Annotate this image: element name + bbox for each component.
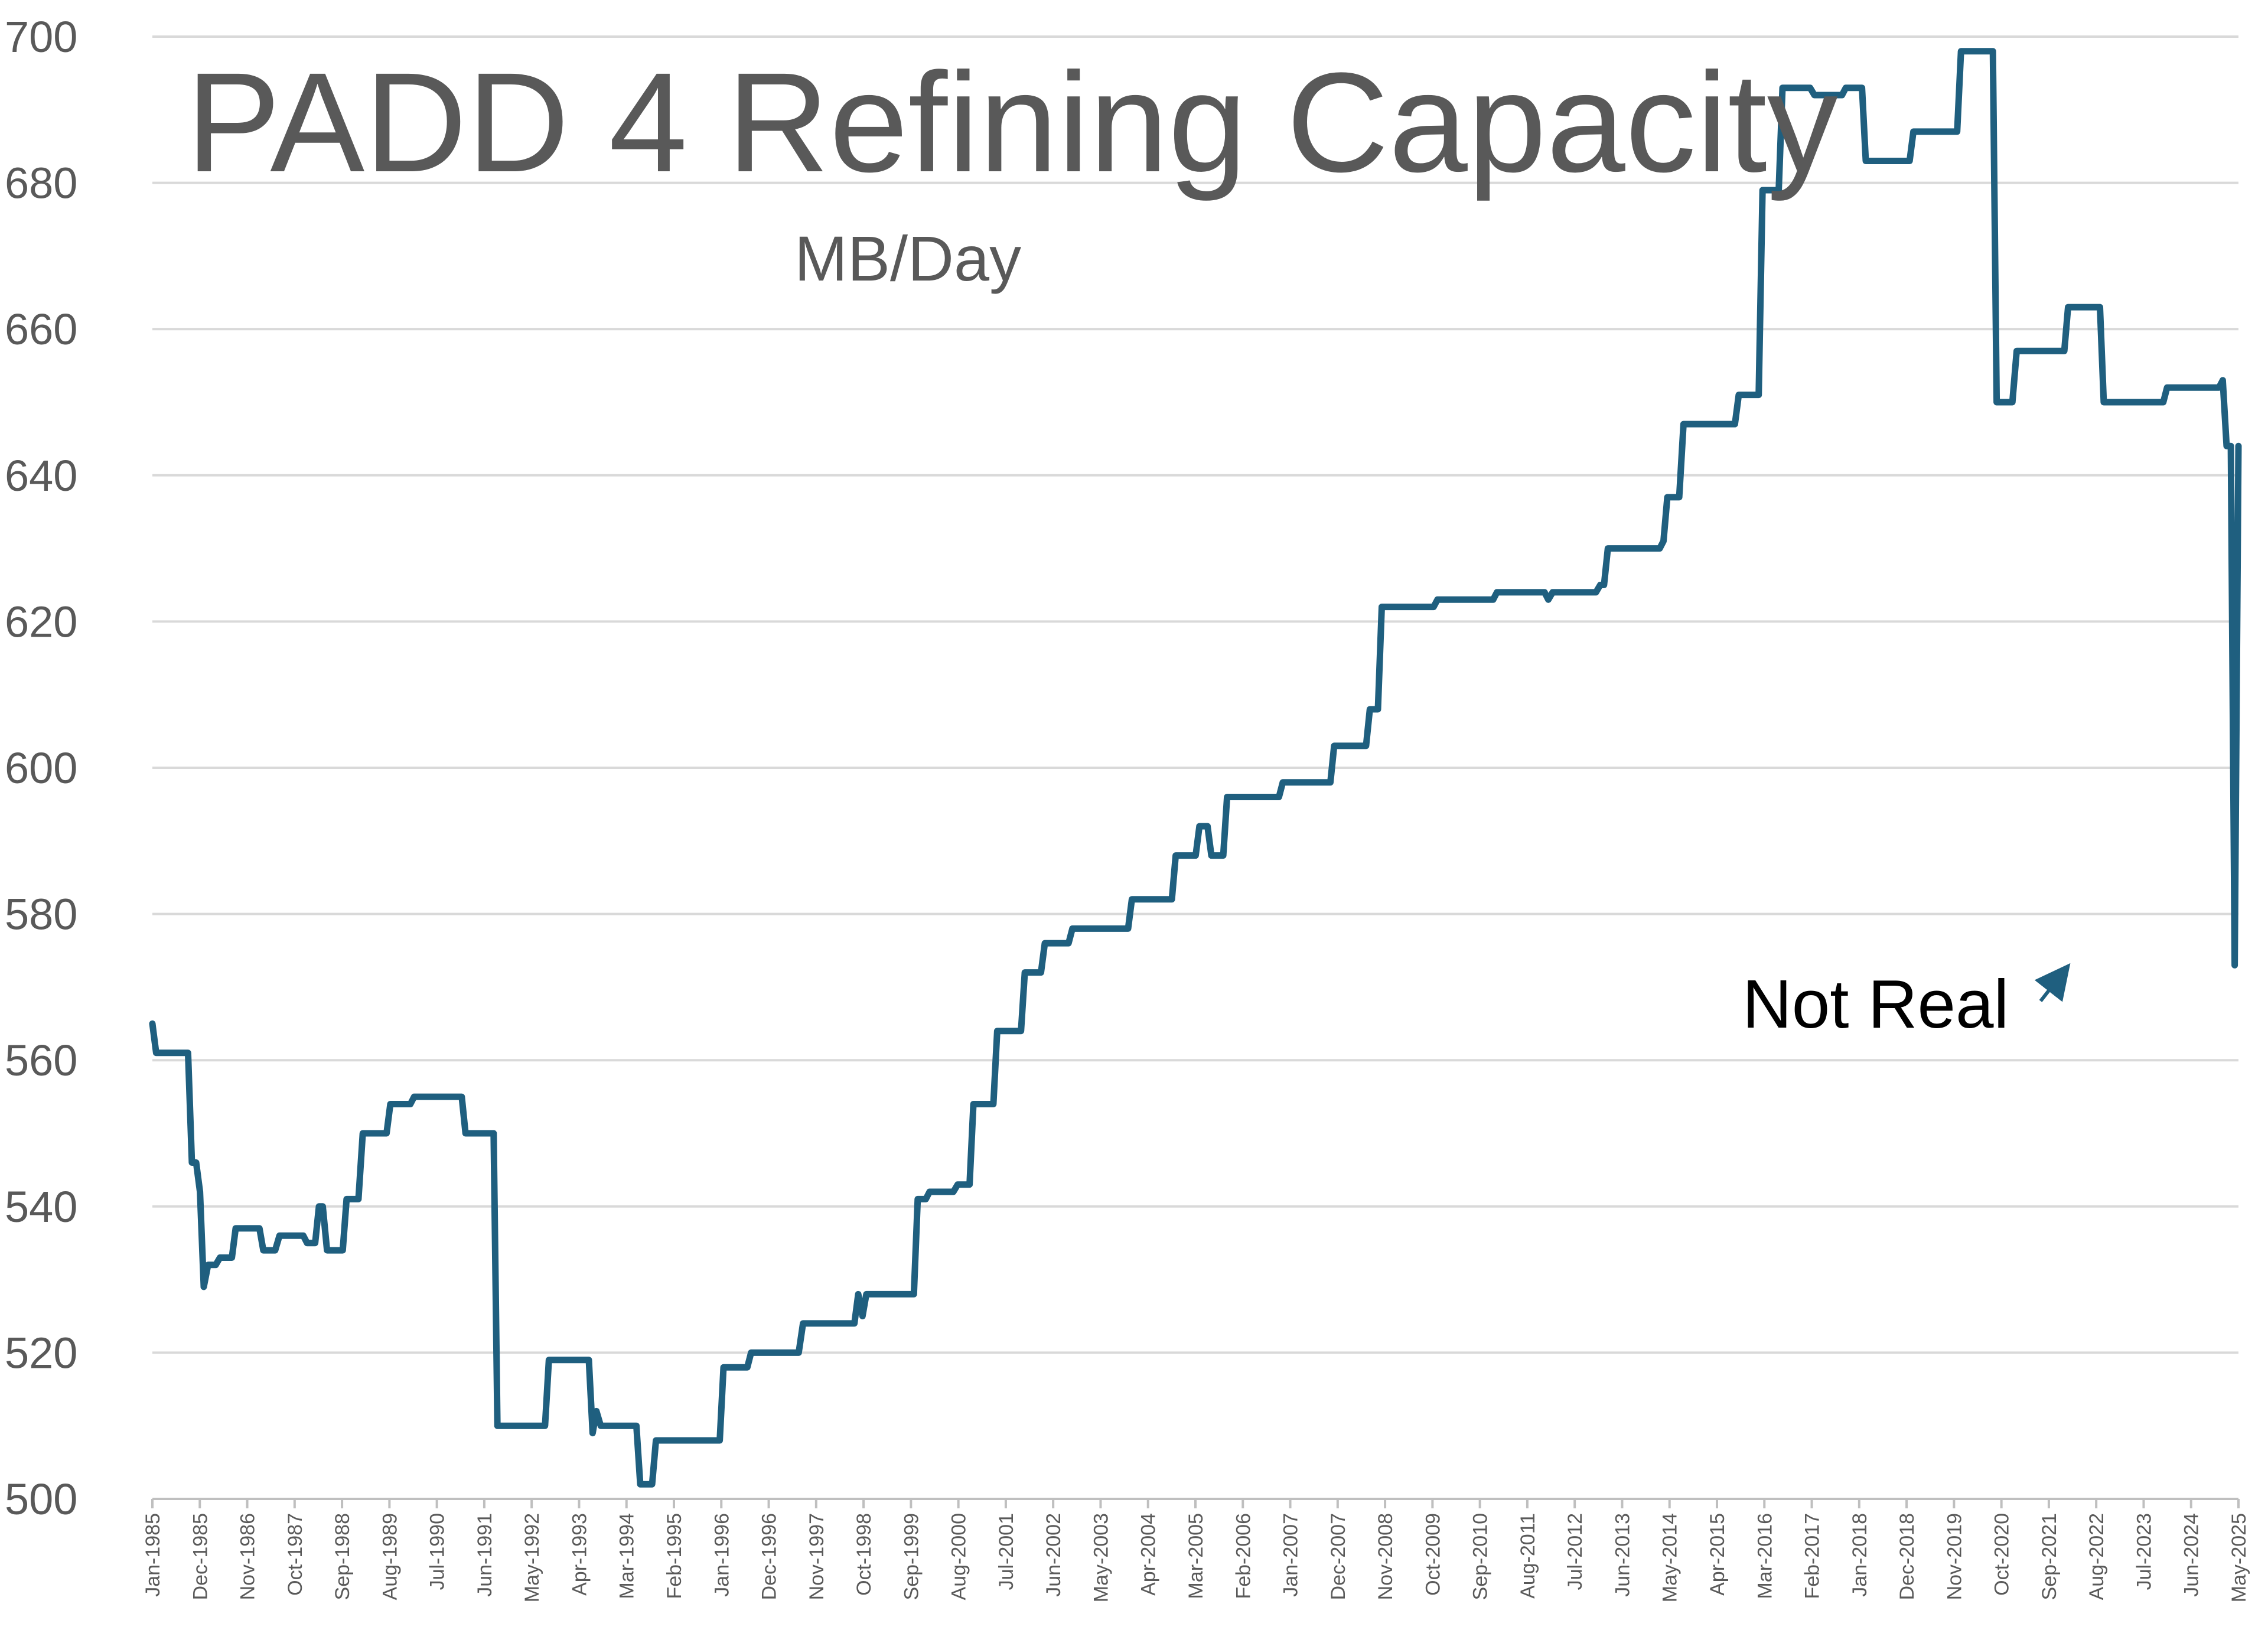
x-tick-label: Dec-1996 [758,1513,781,1600]
x-tick-label: Aug-2011 [1517,1513,1539,1599]
x-tick-label: Dec-2007 [1327,1513,1350,1600]
x-tick-label: Mar-2005 [1185,1513,1207,1599]
x-tick-label: Jan-2007 [1280,1513,1302,1597]
x-tick-label: Aug-2000 [948,1513,970,1600]
annotation-label: Not Real [1742,966,2009,1042]
x-tick-label: Feb-1995 [663,1513,686,1599]
y-tick-label: 520 [5,1328,77,1377]
x-tick-label: Nov-2008 [1374,1513,1397,1600]
x-tick-label: Nov-1997 [806,1513,828,1600]
x-tick-label: May-1992 [521,1513,543,1602]
x-tick-label: Jan-1996 [711,1513,733,1597]
x-tick-label: Jun-2013 [1611,1513,1634,1597]
x-tick-label: Nov-1986 [237,1513,259,1600]
annotation-arrow [2034,963,2071,1002]
x-tick-label: Sep-1999 [900,1513,923,1600]
x-tick-label: Apr-1993 [568,1513,591,1596]
gridlines [152,35,2238,1354]
x-tick-label: Feb-2006 [1232,1513,1254,1599]
x-tick-label: Oct-1998 [853,1513,875,1596]
x-tick-label: Aug-1989 [379,1513,401,1600]
x-tick-label: May-2003 [1090,1513,1112,1602]
x-tick-label: Sep-1988 [331,1513,354,1600]
chart-title: PADD 4 Refining Capacity [186,43,1838,201]
y-tick-label: 620 [5,597,77,646]
y-tick-label: 560 [5,1036,77,1085]
x-tick-label: Oct-2020 [1991,1513,2013,1596]
x-tick-label: Jul-2001 [995,1513,1018,1590]
y-tick-label: 680 [5,159,77,208]
x-tick-label: Jan-2018 [1849,1513,1871,1597]
series-layer [149,48,2242,1488]
x-tick-label: Jun-2002 [1042,1513,1065,1597]
x-tick-label: Nov-2019 [1943,1513,1966,1600]
y-tick-label: 700 [5,12,77,61]
x-tick-label: Mar-2016 [1754,1513,1776,1599]
y-tick-label: 540 [5,1182,77,1231]
x-tick-label: Sep-2010 [1469,1513,1492,1600]
x-tick-label: Jun-1991 [474,1513,496,1597]
x-tick-label: Apr-2004 [1138,1513,1160,1596]
series-line [149,48,2242,1488]
x-tick-label: Dec-1985 [189,1513,211,1600]
x-tick-label: Jul-1990 [426,1513,449,1590]
x-tick-label: Jun-2024 [2181,1513,2203,1597]
annotations: Not Real [1742,963,2071,1042]
x-tick-label: Apr-2015 [1706,1513,1729,1596]
x-tick-label: May-2025 [2228,1513,2250,1602]
y-tick-label: 640 [5,451,77,500]
axes: 500 520 540 560 580 600 620 640 660 680 700 Jan-198… [5,12,2250,1602]
x-tick-label: Jul-2012 [1564,1513,1586,1590]
y-tick-label: 580 [5,890,77,939]
x-tick-label: Mar-1994 [616,1513,638,1599]
x-tick-label: Feb-2017 [1801,1513,1824,1599]
x-tick-label: Oct-1987 [284,1513,307,1596]
y-tick-label: 600 [5,744,77,793]
x-tick-label: Jan-1985 [142,1513,164,1597]
x-tick-label: Aug-2022 [2085,1513,2108,1600]
y-tick-label: 500 [5,1475,77,1524]
chart-subtitle: MB/Day [794,223,1021,294]
x-tick-label: Jul-2023 [2133,1513,2155,1590]
y-tick-label: 660 [5,305,77,354]
x-tick-label: Dec-2018 [1896,1513,1918,1600]
x-tick-label: Oct-2009 [1422,1513,1444,1596]
x-tick-label: Sep-2021 [2038,1513,2061,1600]
x-tick-label: May-2014 [1659,1513,1682,1602]
